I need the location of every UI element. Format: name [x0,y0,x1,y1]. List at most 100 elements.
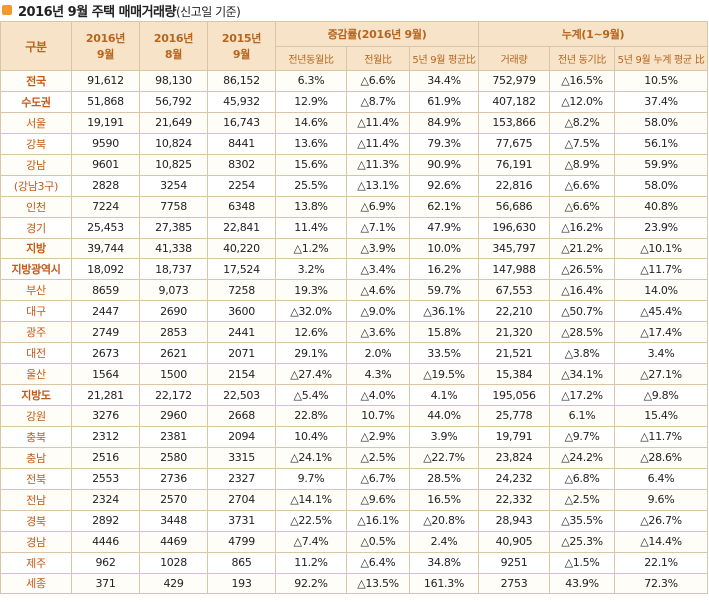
table-row: 수도권 51,868 56,792 45,932 12.9% △8.7% 61.9% 407,… [0,90,709,113]
table-cell: 92.2% [275,572,347,595]
table-cell: 10.7% [346,405,410,427]
table-cell: △9.6% [346,488,410,511]
table-cell: △28.5% [549,321,616,344]
table-cell: 51,868 [71,90,140,113]
table-cell: 22,332 [478,488,551,511]
table-cell: △11.7% [614,425,709,448]
table-cell: 2690 [139,300,208,323]
table-cell: 2892 [71,509,140,532]
table-cell: △45.4% [614,300,709,323]
table-row: 인천 7224 7758 6348 13.8% △6.9% 62.1% 56,686 △6.6%… [0,195,709,218]
table-cell: △36.1% [408,300,480,323]
table-cell: △27.1% [614,363,709,386]
table-cell: 23,824 [478,446,551,469]
table-cell: 22.8% [275,405,347,427]
table-cell: 9,073 [139,279,208,302]
table-row: 광주 2749 2853 2441 12.6% △3.6% 15.8% 21,320 △28.5… [0,321,709,344]
row-region-label: 제주 [0,551,72,574]
row-region-label: 전국 [0,70,72,92]
table-cell: 28.5% [408,467,480,490]
table-cell: △8.7% [346,90,410,113]
table-cell: 22.1% [614,551,709,574]
table-cell: 752,979 [478,70,551,92]
table-cell: 2853 [139,321,208,344]
table-row: 강원 3276 2960 2668 22.8% 10.7% 44.0% 25,778 6.1% 1… [0,405,709,427]
header-change-group: 증감률(2016년 9월) [274,21,480,47]
table-cell: △26.7% [614,509,709,532]
table-row: 지방도 21,281 22,172 22,503 △5.4% △4.0% 4.1% 195,0… [0,384,709,406]
table-cell: 59.7% [408,279,480,302]
table-cell: 14.6% [275,111,347,134]
table-row: 부산 8659 9,073 7258 19.3% △4.6% 59.7% 67,553 △16.… [0,279,709,302]
table-cell: 84.9% [408,111,480,134]
table-cell: 40.8% [614,195,709,218]
table-cell: 9590 [71,132,140,155]
table-header: 구분 2016년 9월 2016년 8월 2015년 9월 증감률(2016년 … [0,21,709,71]
table-cell: 12.9% [275,90,347,113]
table-cell: 2441 [207,321,276,344]
row-region-label: 부산 [0,279,72,302]
table-cell: 6.1% [549,405,616,427]
table-cell: 90.9% [408,153,480,176]
table-cell: 22,210 [478,300,551,323]
table-cell: 77,675 [478,132,551,155]
table-cell: 371 [71,572,140,595]
table-cell: 3276 [71,405,140,427]
table-cell: △6.6% [549,195,616,218]
table-cell: 12.6% [275,321,347,344]
table-cell: 16.5% [408,488,480,511]
table-cell: 59.9% [614,153,709,176]
title-sub: (신고일 기준) [175,4,241,19]
table-cell: △2.9% [346,425,410,448]
table-cell: 2673 [71,342,140,365]
table-row: 대구 2447 2690 3600 △32.0% △9.0% △36.1% 22,210 △50… [0,300,709,323]
table-cell: △24.2% [549,446,616,469]
table-cell: △34.1% [549,363,616,386]
table-cell: 10.0% [408,237,480,260]
table-cell: 23.9% [614,216,709,239]
title-bullet-icon [2,5,12,15]
table-row: 전남 2324 2570 2704 △14.1% △9.6% 16.5% 22,332 △2.5… [0,488,709,511]
table-cell: 24,232 [478,467,551,490]
table-cell: △11.4% [346,111,410,134]
table-cell: 345,797 [478,237,551,260]
table-cell: 15,384 [478,363,551,386]
table-row: 경남 4446 4469 4799 △7.4% △0.5% 2.4% 40,905 △25.3%… [0,530,709,553]
table-cell: 9601 [71,153,140,176]
table-cell: 19,791 [478,425,551,448]
table-cell: 22,503 [207,384,276,406]
table-row: 경기 25,453 27,385 22,841 11.4% △7.1% 47.9% 196,6… [0,216,709,239]
row-region-label: 지방광역시 [0,258,72,281]
row-region-label: 충북 [0,425,72,448]
table-body: 전국 91,612 98,130 86,152 6.3% △6.6% 34.4% 752,97… [0,70,709,595]
table-cell: 7258 [207,279,276,302]
table-row: 충북 2312 2381 2094 10.4% △2.9% 3.9% 19,791 △9.7% △… [0,425,709,448]
table-cell: △7.5% [549,132,616,155]
table-cell: 3.2% [275,258,347,281]
table-cell: 22,816 [478,174,551,197]
table-cell: 25,778 [478,405,551,427]
table-cell: 58.0% [614,111,709,134]
table-cell: 40,220 [207,237,276,260]
table-cell: △16.4% [549,279,616,302]
table-cell: 6348 [207,195,276,218]
table-cell: △1.2% [275,237,347,260]
table-cell: 19.3% [275,279,347,302]
table-cell: 22,841 [207,216,276,239]
header-2015-sep: 2015년 9월 [207,21,276,71]
header-mom: 전월比 [346,46,410,71]
table-cell: 2094 [207,425,276,448]
table-cell: 4446 [71,530,140,553]
header-5y-avg: 5년 9월 평균比 [408,46,480,71]
header-volume: 거래량 [478,46,551,71]
table-cell: 10,825 [139,153,208,176]
table-cell: 25,453 [71,216,140,239]
table-cell: 3.9% [408,425,480,448]
table-cell: 147,988 [478,258,551,281]
table-cell: △16.5% [549,70,616,92]
table-cell: △12.0% [549,90,616,113]
table-cell: 15.4% [614,405,709,427]
table-cell: 2324 [71,488,140,511]
table-cell: 153,866 [478,111,551,134]
transaction-table: 구분 2016년 9월 2016년 8월 2015년 9월 증감률(2016년 … [0,21,709,595]
